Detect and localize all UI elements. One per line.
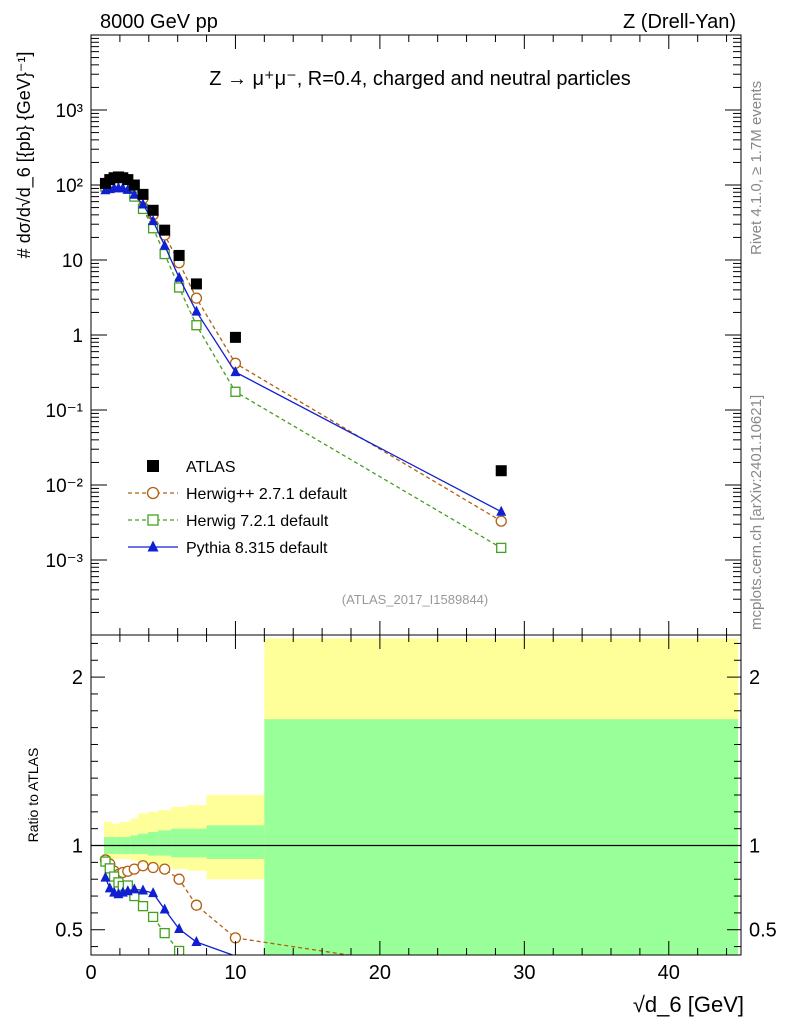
legend-marker-herwig-7-2-1-default bbox=[147, 514, 159, 526]
main-point-herwig-7-2-1-default bbox=[230, 386, 241, 397]
ratio-band-inner-bin bbox=[148, 832, 159, 856]
main-point-pythia-8-315-default bbox=[148, 215, 159, 226]
y-tick-label: 10⁻³ bbox=[46, 551, 84, 572]
x-tick-label: 40 bbox=[658, 962, 680, 984]
ratio-point-pythia-8-315-default bbox=[174, 923, 185, 934]
legend-label-atlas: ATLAS bbox=[186, 459, 236, 476]
ratio-series-group bbox=[99, 854, 353, 955]
y-tick-label: 10 bbox=[62, 251, 83, 272]
ratio-point-herwig-2-7-1-default bbox=[173, 873, 185, 885]
main-point-pythia-8-315-default bbox=[122, 183, 133, 194]
ratio-tick-label-right: 2 bbox=[749, 667, 760, 689]
ratio-point-pythia-8-315-default bbox=[129, 883, 140, 894]
legend-label-herwig-2-7-1-default: Herwig++ 2.7.1 default bbox=[186, 486, 348, 503]
y-tick-label: 1 bbox=[72, 326, 83, 347]
y-tick-label: 10³ bbox=[56, 101, 83, 122]
ratio-band-inner-bin bbox=[171, 828, 188, 858]
y-tick-label: 10² bbox=[56, 176, 83, 197]
x-tick-label: 0 bbox=[85, 962, 96, 984]
x-tick-label: 30 bbox=[513, 962, 535, 984]
main-point-atlas bbox=[137, 188, 149, 200]
main-point-herwig-7-2-1-default bbox=[191, 320, 202, 331]
main-point-pythia-8-315-default bbox=[159, 239, 170, 250]
ratio-band-inner-bin bbox=[206, 825, 265, 859]
ratio-band-inner-bin bbox=[130, 835, 138, 854]
ratio-point-herwig-2-7-1-default bbox=[190, 899, 203, 911]
header-process-label: Z (Drell-Yan) bbox=[623, 11, 736, 33]
main-point-herwig-2-7-1-default bbox=[495, 515, 507, 527]
analysis-tag: (ATLAS_2017_I1589844) bbox=[342, 592, 488, 607]
ratio-point-herwig-2-7-1-default bbox=[147, 861, 159, 874]
ratio-band-inner-bin bbox=[187, 828, 207, 858]
legend-label-herwig-7-2-1-default: Herwig 7.2.1 default bbox=[186, 513, 329, 530]
ratio-band-inner-bin bbox=[158, 830, 172, 856]
ratio-tick-label-left: 1 bbox=[72, 836, 83, 858]
legend-marker-atlas bbox=[147, 460, 159, 472]
ratio-point-herwig-7-2-1-default bbox=[159, 927, 170, 939]
ratio-uncertainty-bands bbox=[91, 638, 741, 955]
ratio-band-inner-bin bbox=[137, 833, 149, 854]
rivet-version-label: Rivet 4.1.0, ≥ 1.7M events bbox=[748, 81, 765, 255]
ratio-tick-label-right: 1 bbox=[749, 836, 760, 858]
main-point-atlas bbox=[128, 179, 140, 191]
header-beam-label: 8000 GeV pp bbox=[100, 11, 218, 33]
main-series-group bbox=[99, 171, 507, 554]
ratio-point-pythia-8-315-default bbox=[138, 884, 148, 895]
main-point-atlas bbox=[147, 204, 159, 216]
y-tick-label: 10⁻² bbox=[46, 476, 84, 497]
main-point-herwig-2-7-1-default bbox=[190, 292, 203, 304]
main-point-atlas bbox=[159, 224, 171, 236]
x-tick-label: 20 bbox=[369, 962, 391, 984]
main-point-pythia-8-315-default bbox=[138, 198, 148, 209]
main-point-pythia-8-315-default bbox=[129, 188, 140, 199]
x-axis-label: √d_6 [GeV] bbox=[633, 992, 744, 1017]
main-point-pythia-8-315-default bbox=[174, 271, 185, 282]
main-point-atlas bbox=[173, 249, 185, 261]
ratio-point-herwig-7-2-1-default bbox=[173, 945, 185, 955]
x-tick-label: 10 bbox=[224, 962, 246, 984]
axes-group: 0 10 20 30 40 10³ 10² 10 1 10⁻¹ 10⁻² 10⁻³ 0.5 0.5 1 1 2 2 bbox=[46, 34, 777, 984]
y-axis-label: # dσ/d√d_6 [{pb} {GeV}⁻¹] bbox=[14, 52, 35, 259]
main-point-pythia-8-315-default bbox=[496, 505, 507, 516]
mcplots-label: mcplots.cern.ch [arXiv:2401.10621] bbox=[748, 395, 765, 630]
main-point-atlas bbox=[122, 174, 134, 186]
y-tick-label: 10⁻¹ bbox=[46, 401, 84, 422]
ratio-tick-label-right: 0.5 bbox=[749, 920, 777, 942]
main-point-atlas bbox=[190, 278, 202, 290]
legend-label-pythia-8-315-default: Pythia 8.315 default bbox=[186, 540, 328, 557]
ratio-point-pythia-8-315-default bbox=[159, 903, 170, 914]
ratio-point-herwig-2-7-1-default bbox=[159, 863, 171, 875]
ratio-point-pythia-8-315-default bbox=[148, 887, 159, 898]
chart-title: Z → μ⁺μ⁻, R=0.4, charged and neutral par… bbox=[209, 68, 631, 90]
main-point-pythia-8-315-default bbox=[230, 366, 241, 377]
ratio-point-pythia-8-315-default bbox=[100, 871, 111, 882]
ratio-point-herwig-7-2-1-default bbox=[137, 901, 149, 912]
ratio-point-pythia-8-315-default bbox=[104, 882, 115, 893]
ratio-tick-label-left: 0.5 bbox=[55, 920, 83, 942]
ratio-band-inner-bin bbox=[264, 719, 739, 955]
ratio-point-herwig-2-7-1-default bbox=[137, 860, 149, 872]
ratio-axis-label: Ratio to ATLAS bbox=[25, 748, 41, 843]
legend: ATLAS Herwig++ 2.7.1 default Herwig 7.2.1 … bbox=[128, 459, 348, 557]
ratio-point-herwig-7-2-1-default bbox=[147, 911, 159, 923]
legend-marker-herwig-2-7-1-default bbox=[146, 486, 160, 500]
ratio-tick-label-left: 2 bbox=[72, 667, 83, 689]
main-point-atlas bbox=[229, 331, 241, 343]
legend-marker-pythia-8-315-default bbox=[147, 540, 159, 552]
main-point-herwig-7-2-1-default bbox=[496, 542, 507, 554]
main-point-atlas bbox=[495, 465, 507, 477]
main-point-pythia-8-315-default bbox=[191, 305, 202, 316]
ratio-point-pythia-8-315-default bbox=[191, 936, 202, 947]
